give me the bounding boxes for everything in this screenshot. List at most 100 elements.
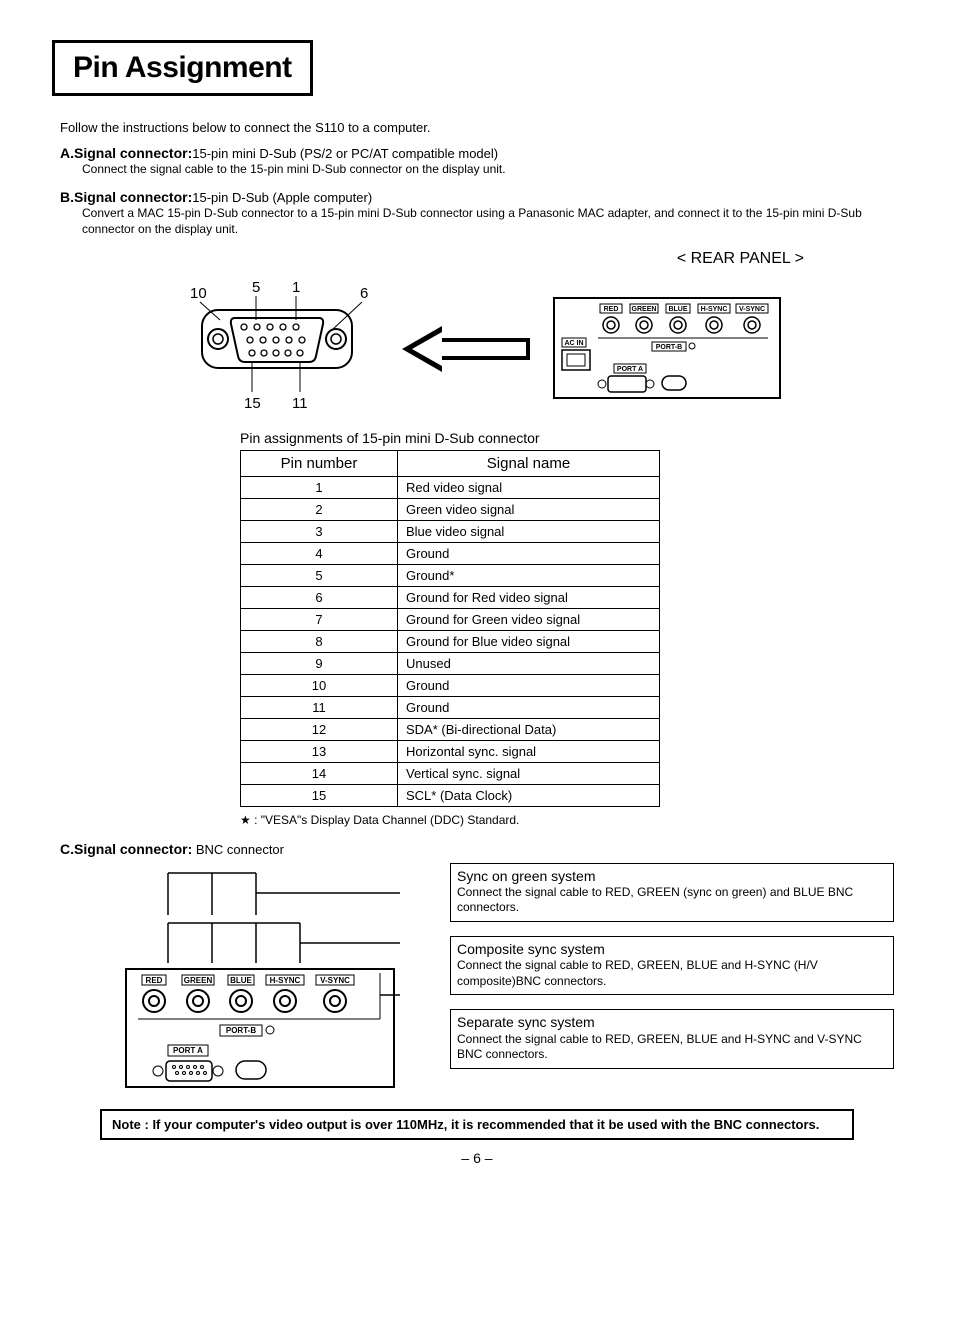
pin-number-cell: 13	[241, 740, 398, 762]
pin-number-cell: 9	[241, 652, 398, 674]
bnc-system-list: Sync on green systemConnect the signal c…	[450, 863, 894, 1069]
vesa-footnote: ★ : "VESA"s Display Data Channel (DDC) S…	[240, 813, 894, 827]
bnc-system-box: Separate sync systemConnect the signal c…	[450, 1009, 894, 1068]
table-row: 8Ground for Blue video signal	[241, 630, 660, 652]
rear-panel-heading: < REAR PANEL >	[60, 250, 804, 268]
note-box: Note : If your computer's video output i…	[100, 1109, 854, 1140]
svg-text:PORT-B: PORT-B	[656, 344, 682, 351]
pin-number-cell: 7	[241, 608, 398, 630]
pin-number-cell: 10	[241, 674, 398, 696]
signal-name-cell: Ground for Green video signal	[398, 608, 660, 630]
table-row: 5Ground*	[241, 564, 660, 586]
diagram-row: 10 5 1 6 15 11	[60, 274, 894, 424]
pin-number-cell: 2	[241, 498, 398, 520]
signal-name-cell: Ground for Blue video signal	[398, 630, 660, 652]
section-b: B.Signal connector:15-pin D-Sub (Apple c…	[60, 189, 894, 237]
table-row: 4Ground	[241, 542, 660, 564]
svg-text:PORT A: PORT A	[617, 366, 643, 373]
section-c: C.Signal connector: BNC connector	[60, 841, 894, 857]
svg-text:11: 11	[292, 395, 308, 412]
svg-text:15: 15	[244, 395, 261, 412]
signal-name-cell: Green video signal	[398, 498, 660, 520]
section-b-label: B.Signal connector:	[60, 189, 192, 205]
svg-text:V-SYNC: V-SYNC	[739, 306, 765, 313]
section-c-head: BNC connector	[192, 842, 284, 857]
section-a: A.Signal connector:15-pin mini D-Sub (PS…	[60, 145, 894, 177]
svg-text:RED: RED	[146, 976, 163, 985]
svg-text:BLUE: BLUE	[668, 306, 687, 313]
signal-name-cell: Blue video signal	[398, 520, 660, 542]
bnc-system-title: Sync on green system	[457, 867, 887, 885]
table-caption: Pin assignments of 15-pin mini D-Sub con…	[240, 430, 894, 446]
pin-number-cell: 15	[241, 784, 398, 806]
pin-number-cell: 4	[241, 542, 398, 564]
svg-text:PORT-B: PORT-B	[226, 1026, 256, 1035]
pin-number-cell: 3	[241, 520, 398, 542]
signal-name-cell: Ground	[398, 542, 660, 564]
signal-name-cell: Ground	[398, 674, 660, 696]
svg-text:10: 10	[190, 285, 207, 302]
bnc-system-body: Connect the signal cable to RED, GREEN, …	[457, 1032, 887, 1063]
page-title: Pin Assignment	[73, 51, 292, 85]
title-box: Pin Assignment	[52, 40, 313, 96]
table-row: 3Blue video signal	[241, 520, 660, 542]
signal-name-cell: Red video signal	[398, 476, 660, 498]
rear-panel-diagram: RED GREEN BLUE H-SYNC V-SYNC AC IN PORT-…	[552, 296, 782, 401]
th-signal: Signal name	[398, 450, 660, 476]
table-row: 7Ground for Green video signal	[241, 608, 660, 630]
bnc-system-body: Connect the signal cable to RED, GREEN (…	[457, 885, 887, 916]
table-row: 2Green video signal	[241, 498, 660, 520]
pin-number-cell: 8	[241, 630, 398, 652]
section-b-body: Convert a MAC 15-pin D-Sub connector to …	[82, 205, 894, 237]
table-row: 13Horizontal sync. signal	[241, 740, 660, 762]
signal-name-cell: Ground	[398, 696, 660, 718]
svg-text:GREEN: GREEN	[184, 976, 213, 985]
table-row: 11Ground	[241, 696, 660, 718]
signal-name-cell: SCL* (Data Clock)	[398, 784, 660, 806]
svg-text:PORT A: PORT A	[173, 1046, 203, 1055]
signal-name-cell: SDA* (Bi-directional Data)	[398, 718, 660, 740]
arrow-icon	[402, 324, 532, 374]
table-row: 15SCL* (Data Clock)	[241, 784, 660, 806]
bnc-system-box: Composite sync systemConnect the signal …	[450, 936, 894, 995]
svg-text:BLUE: BLUE	[230, 976, 252, 985]
table-row: 6Ground for Red video signal	[241, 586, 660, 608]
signal-name-cell: Vertical sync. signal	[398, 762, 660, 784]
pin-number-cell: 14	[241, 762, 398, 784]
table-row: 14Vertical sync. signal	[241, 762, 660, 784]
signal-name-cell: Ground for Red video signal	[398, 586, 660, 608]
table-row: 1Red video signal	[241, 476, 660, 498]
dsub-connector-diagram: 10 5 1 6 15 11	[172, 274, 382, 424]
signal-name-cell: Unused	[398, 652, 660, 674]
svg-text:RED: RED	[604, 306, 619, 313]
table-row: 9Unused	[241, 652, 660, 674]
page-number: – 6 –	[60, 1150, 894, 1166]
th-pin: Pin number	[241, 450, 398, 476]
table-row: 10Ground	[241, 674, 660, 696]
section-c-label: C.Signal connector:	[60, 841, 192, 857]
bnc-system-title: Composite sync system	[457, 940, 887, 958]
pin-number-cell: 1	[241, 476, 398, 498]
svg-text:5: 5	[252, 279, 260, 296]
svg-text:H-SYNC: H-SYNC	[270, 976, 301, 985]
section-a-label: A.Signal connector:	[60, 145, 192, 161]
bnc-system-title: Separate sync system	[457, 1013, 887, 1031]
svg-text:6: 6	[360, 285, 368, 302]
svg-text:V-SYNC: V-SYNC	[320, 976, 350, 985]
signal-name-cell: Horizontal sync. signal	[398, 740, 660, 762]
bnc-diagram: RED GREEN BLUE H-SYNC V-SYNC PORT-B PORT…	[120, 863, 420, 1093]
pin-number-cell: 11	[241, 696, 398, 718]
table-row: 12SDA* (Bi-directional Data)	[241, 718, 660, 740]
bnc-system-body: Connect the signal cable to RED, GREEN, …	[457, 958, 887, 989]
section-b-head: 15-pin D-Sub (Apple computer)	[192, 190, 372, 205]
svg-text:1: 1	[292, 279, 300, 296]
pin-number-cell: 5	[241, 564, 398, 586]
svg-text:H-SYNC: H-SYNC	[701, 306, 728, 313]
pin-number-cell: 12	[241, 718, 398, 740]
pin-number-cell: 6	[241, 586, 398, 608]
signal-name-cell: Ground*	[398, 564, 660, 586]
intro-text: Follow the instructions below to connect…	[60, 120, 894, 135]
section-a-head: 15-pin mini D-Sub (PS/2 or PC/AT compati…	[192, 146, 498, 161]
bnc-section: RED GREEN BLUE H-SYNC V-SYNC PORT-B PORT…	[120, 863, 894, 1093]
bnc-system-box: Sync on green systemConnect the signal c…	[450, 863, 894, 922]
